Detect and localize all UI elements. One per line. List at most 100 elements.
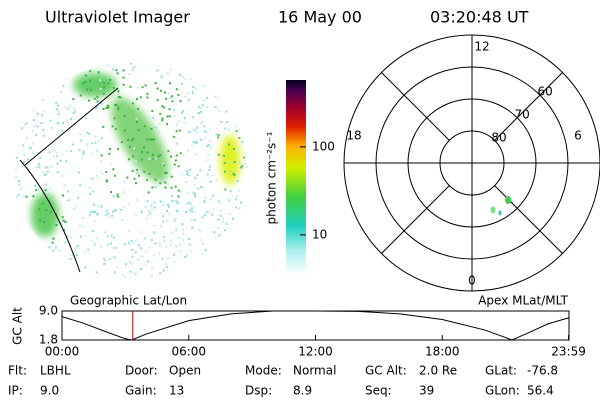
pixel [129, 85, 132, 88]
pixel [193, 128, 196, 131]
pixel [224, 188, 227, 191]
pixel [145, 217, 148, 220]
pixel [51, 241, 54, 244]
pixel [169, 243, 172, 246]
pixel [189, 266, 192, 269]
pixel [247, 194, 248, 197]
date: 16 May 00 [278, 8, 362, 27]
pixel [25, 136, 28, 139]
pixel [84, 235, 87, 238]
pixel [185, 210, 188, 213]
pixel [150, 274, 153, 277]
pixel [171, 195, 174, 198]
pixel [189, 78, 192, 81]
pixel [158, 242, 161, 245]
pixel [249, 70, 251, 72]
pixel [72, 127, 75, 130]
aurora-spot [490, 206, 496, 214]
pixel [144, 84, 147, 87]
pixel [81, 157, 84, 160]
pixel [212, 194, 215, 197]
pixel [61, 153, 64, 156]
pixel [224, 170, 227, 173]
pixel [100, 102, 103, 105]
pixel [191, 207, 194, 210]
pixel [68, 198, 71, 201]
pixel [227, 143, 230, 146]
pixel [89, 70, 92, 73]
pixel [202, 84, 205, 87]
pixel [137, 107, 140, 110]
pixel [33, 85, 36, 88]
pixel [193, 218, 196, 221]
pixel [197, 187, 200, 190]
pixel [196, 173, 199, 176]
pixel [18, 228, 21, 231]
pixel [185, 181, 188, 184]
pixel [49, 186, 52, 189]
pixel [19, 188, 22, 191]
pixel [99, 87, 102, 90]
pixel [234, 243, 237, 246]
pixel [204, 274, 207, 277]
pixel [167, 92, 170, 95]
lat-label: 80 [491, 130, 506, 144]
pixel [219, 209, 222, 212]
pixel [232, 172, 235, 175]
pixel [215, 133, 218, 136]
pixel [56, 271, 59, 274]
pixel [183, 121, 186, 124]
pixel [95, 105, 98, 108]
pixel [67, 121, 70, 124]
pixel [213, 277, 216, 278]
pixel [235, 206, 238, 209]
pixel [166, 266, 169, 269]
pixel [235, 198, 238, 201]
y-tick-label: 1.8 [39, 333, 58, 347]
pixel [229, 278, 231, 280]
pixel [108, 152, 111, 155]
pixel [177, 195, 180, 198]
pixel [19, 260, 22, 263]
pixel [144, 264, 147, 267]
pixel [23, 250, 26, 253]
pixel [182, 154, 185, 157]
pixel [233, 62, 236, 65]
hour-label: 18 [346, 129, 361, 143]
pixel [206, 159, 209, 162]
pixel [200, 186, 203, 189]
pixel [226, 103, 229, 106]
pixel [17, 109, 20, 112]
pixel [192, 116, 195, 119]
pixel [41, 114, 44, 117]
pixel [161, 119, 164, 122]
pixel [146, 138, 149, 141]
pixel [153, 201, 156, 204]
pixel [28, 70, 31, 73]
pixel [73, 62, 76, 65]
pixel [82, 68, 85, 71]
pixel [36, 125, 39, 128]
pixel [243, 276, 246, 278]
pixel [236, 179, 239, 182]
pixel [91, 230, 94, 233]
pixel [128, 72, 131, 75]
pixel [171, 100, 174, 103]
pixel [56, 122, 59, 125]
pixel [168, 108, 171, 111]
pixel [92, 203, 95, 206]
pixel [77, 196, 80, 199]
pixel [106, 64, 109, 67]
pixel [234, 149, 237, 152]
pixel [28, 89, 31, 92]
pixel [64, 78, 67, 81]
footer-value: -76.8 [527, 364, 558, 378]
footer-label: Dsp: [245, 384, 272, 398]
pixel [34, 245, 37, 248]
pixel [128, 146, 131, 149]
pixel [153, 231, 156, 234]
pixel [165, 209, 168, 212]
pixel [150, 238, 153, 241]
pixel [159, 89, 162, 92]
pixel [233, 173, 236, 176]
